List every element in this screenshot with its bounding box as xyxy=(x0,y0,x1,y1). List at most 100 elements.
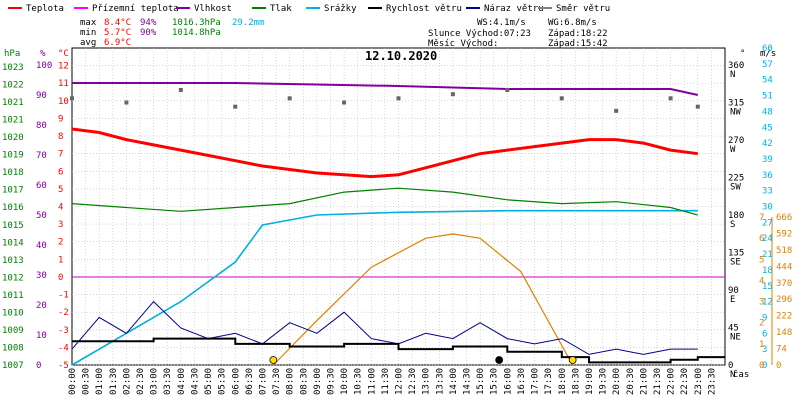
axis-tick-rad-l: 5 xyxy=(759,255,764,265)
axis-tick-pct: 40 xyxy=(36,241,47,251)
axis-tick-dir-label: N xyxy=(730,70,735,80)
axis-tick-dir: 135 xyxy=(728,249,744,259)
radiation-line xyxy=(272,233,574,366)
rain-line xyxy=(71,209,698,366)
axis-tick-time: 10:00 xyxy=(340,368,350,395)
axis-tick-ms: 12 xyxy=(762,298,773,308)
axis-tick-dir-label: S xyxy=(730,220,735,230)
axis-tick-time: 15:00 xyxy=(476,368,486,395)
axis-tick-ms: 21 xyxy=(762,250,773,260)
axis-tick-time: 00:00 xyxy=(68,368,78,395)
wind-dir-point xyxy=(668,96,673,101)
axis-tick-time: 11:00 xyxy=(367,368,377,395)
axis-tick-time: 11:30 xyxy=(381,368,391,395)
axis-tick-rad-l: 6 xyxy=(759,234,764,244)
axis-tick-hpa: 1010 xyxy=(2,308,24,318)
axis-tick-time: 16:00 xyxy=(503,368,513,395)
wind-dir-point xyxy=(178,88,183,92)
wind-dir-point xyxy=(342,100,347,105)
axis-tick-ms: 45 xyxy=(762,123,773,133)
legend-label: Přízemní teplota xyxy=(92,4,179,14)
axis-tick-ms: 24 xyxy=(762,234,773,244)
axis-tick-rad-l: 2 xyxy=(759,319,764,329)
axis-tick-time: 08:00 xyxy=(286,368,296,395)
axis-tick-time: 23:30 xyxy=(707,368,717,395)
axis-tick-pct: 60 xyxy=(36,181,47,191)
axis-tick-time: 06:00 xyxy=(231,368,241,395)
stat-temp: 8.4°C xyxy=(104,18,131,28)
axis-tick-dir: 315 xyxy=(728,99,744,109)
legend-label: Tlak xyxy=(270,4,292,14)
axis-tick-c: 0 xyxy=(58,273,63,283)
axis-tick-c: -4 xyxy=(58,343,69,353)
axis-tick-hpa: 1016 xyxy=(2,203,24,213)
axis-tick-time: 01:00 xyxy=(95,368,105,395)
axis-tick-c: 10 xyxy=(58,97,69,107)
axis-tick-time: 05:00 xyxy=(204,368,214,395)
axis-tick-rad-l: 1 xyxy=(759,340,764,350)
axis-tick-ms: 33 xyxy=(762,187,773,197)
axis-tick-time: 03:00 xyxy=(150,368,160,395)
axis-tick-time: 22:30 xyxy=(680,368,690,395)
axis-tick-time: 09:30 xyxy=(326,368,336,395)
axis-tick-time: 21:30 xyxy=(653,368,663,395)
axis-tick-time: 09:00 xyxy=(313,368,323,395)
axis-tick-time: 17:00 xyxy=(531,368,541,395)
axis-tick-dir-label: NE xyxy=(730,333,741,343)
axis-tick-time: 13:30 xyxy=(435,368,445,395)
sunset-marker xyxy=(568,356,577,364)
axis-tick-time: 19:30 xyxy=(599,368,609,395)
wind-dir-point xyxy=(505,88,510,92)
axis-tick-time: 02:00 xyxy=(122,368,132,395)
legend-label: Směr větru xyxy=(556,4,610,14)
axis-tick-hpa: 1014 xyxy=(2,238,24,248)
chart-title: 12.10.2020 xyxy=(365,49,437,63)
axis-tick-dir: 270 xyxy=(728,136,744,146)
stat-rain: 29.2mm xyxy=(232,18,265,28)
axis-tick-c: 12 xyxy=(58,62,69,72)
axis-tick-ms: 30 xyxy=(762,203,773,213)
axis-tick-time: 02:30 xyxy=(136,368,146,395)
axis-tick-time: 21:00 xyxy=(639,368,649,395)
stat-temp: 6.9°C xyxy=(104,38,131,48)
stat-press: 1014.8hPa xyxy=(172,28,221,38)
axis-tick-hpa: 1008 xyxy=(2,343,24,353)
axis-unit-ms: m/s xyxy=(760,49,776,59)
axis-tick-rad-r: 666 xyxy=(776,213,792,223)
wind-dir-point xyxy=(233,104,238,109)
axis-tick-pct: 50 xyxy=(36,211,47,221)
axis-tick-rad-r: 296 xyxy=(776,295,792,305)
wind-dir-point xyxy=(559,96,564,101)
sunrise-marker xyxy=(269,356,278,364)
axis-tick-rad-r: 370 xyxy=(776,279,792,289)
axis-tick-c: 7 xyxy=(58,150,63,160)
axis-tick-rad-l: 4 xyxy=(759,276,764,286)
axis-tick-c: -3 xyxy=(58,326,69,336)
axis-tick-ms: 39 xyxy=(762,155,773,165)
wind-dir-point xyxy=(287,96,292,101)
axis-tick-hpa: 1012 xyxy=(2,273,24,283)
axis-tick-time: 20:00 xyxy=(612,368,622,395)
axis-tick-hpa: 1007 xyxy=(2,361,24,371)
axis-tick-time: 15:30 xyxy=(490,368,500,395)
axis-tick-dir: 45 xyxy=(728,324,739,334)
axis-tick-rad-l: 7 xyxy=(759,213,764,223)
wind-gust-line xyxy=(71,300,698,355)
axis-tick-ms: 57 xyxy=(762,60,773,70)
wind-dir-point xyxy=(450,92,455,97)
axis-unit-hpa: hPa xyxy=(4,49,20,59)
axis-tick-time: 08:30 xyxy=(299,368,309,395)
axis-tick-hpa: 1018 xyxy=(2,168,24,178)
axis-tick-dir: 225 xyxy=(728,174,744,184)
axis-tick-pct: 80 xyxy=(36,121,47,131)
axis-tick-c: 11 xyxy=(58,79,69,89)
axis-tick-c: 9 xyxy=(58,114,63,124)
axis-tick-hpa: 1013 xyxy=(2,256,24,266)
stat-label: avg xyxy=(80,38,96,48)
axis-tick-time: 05:30 xyxy=(218,368,228,395)
axis-tick-pct: 20 xyxy=(36,301,47,311)
axis-tick-hpa: 1011 xyxy=(2,291,24,301)
stat-label: max xyxy=(80,18,97,28)
axis-tick-ms: 60 xyxy=(762,44,773,54)
